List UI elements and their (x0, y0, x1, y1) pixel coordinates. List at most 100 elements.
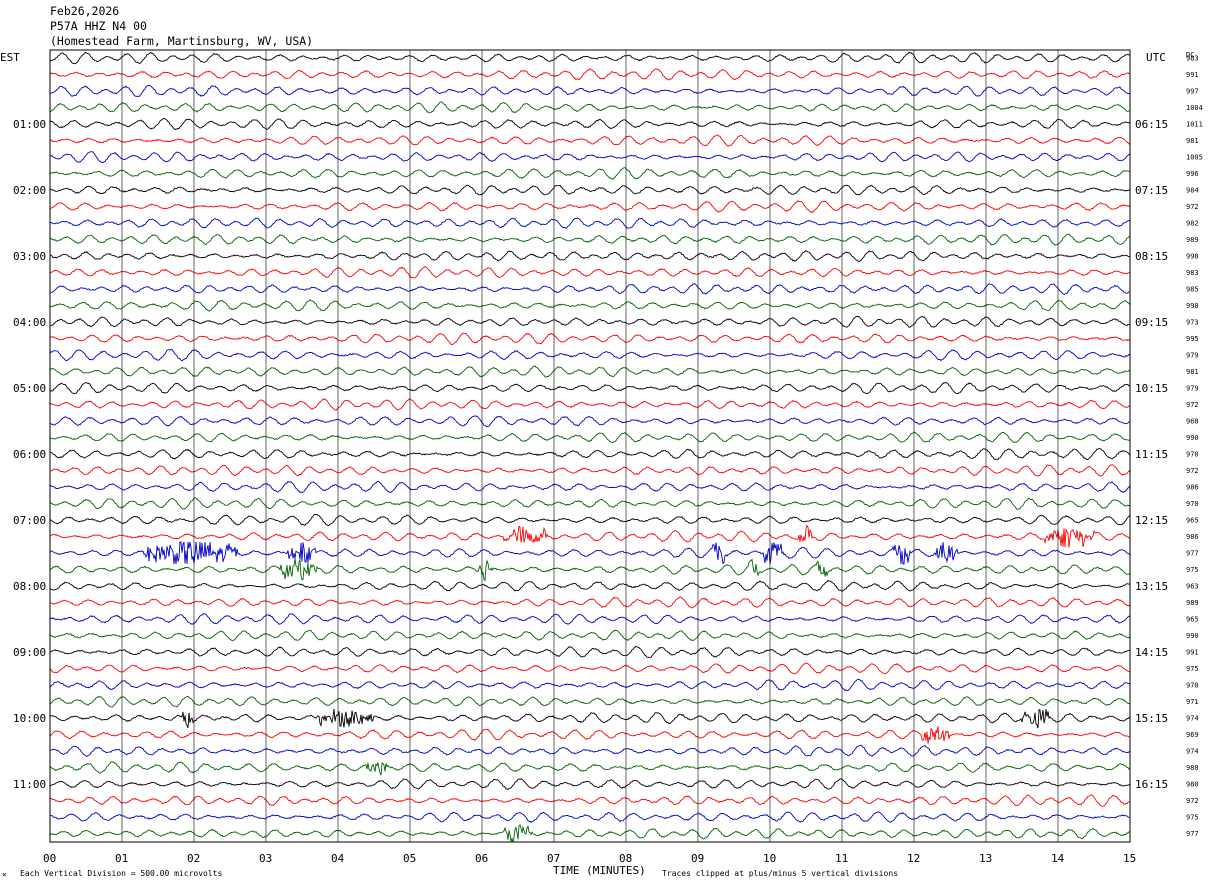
clip-note: Traces clipped at plus/minus 5 vertical … (662, 869, 898, 878)
x-tick-label: 11 (835, 852, 848, 865)
dc-offset-label: 982 (1186, 220, 1199, 228)
seismic-trace (49, 84, 1131, 98)
est-hour-label: 08:00 (13, 580, 46, 593)
dc-offset-label: 979 (1186, 385, 1199, 393)
seismic-trace (49, 629, 1131, 642)
x-tick-label: 00 (43, 852, 56, 865)
dc-offset-label: 996 (1186, 170, 1199, 178)
station-location: (Homestead Farm, Martinsburg, WV, USA) (50, 34, 314, 48)
dc-offset-label: 974 (1186, 748, 1199, 756)
seismic-trace (49, 68, 1131, 81)
seismic-trace (49, 645, 1131, 658)
utc-hour-label: 10:15 (1135, 382, 1168, 395)
est-hour-label: 10:00 (13, 712, 46, 725)
seismic-trace (49, 811, 1131, 824)
seismic-trace (49, 398, 1131, 411)
dc-offset-label: 975 (1186, 566, 1199, 574)
dc-offset-label: 983 (1186, 55, 1199, 63)
dc-offset-label: 975 (1186, 814, 1199, 822)
seismic-trace (49, 514, 1131, 526)
x-tick-label: 04 (331, 852, 345, 865)
utc-hour-label: 09:15 (1135, 316, 1168, 329)
seismic-trace (49, 558, 1131, 582)
x-tick-label: 14 (1051, 852, 1065, 865)
seismic-trace (49, 678, 1131, 691)
est-hour-label: 04:00 (13, 316, 46, 329)
dc-offset-label: 973 (1186, 319, 1199, 327)
seismic-trace (49, 464, 1131, 477)
plot-date: Feb26,2026 (50, 4, 120, 18)
seismic-trace (49, 744, 1131, 757)
seismic-trace (49, 447, 1131, 461)
seismic-trace (49, 167, 1131, 180)
seismic-trace (49, 250, 1131, 263)
est-hour-label: 01:00 (13, 118, 46, 131)
utc-hour-label: 06:15 (1135, 118, 1168, 131)
dc-offset-label: 970 (1186, 451, 1199, 459)
seismic-trace (49, 265, 1130, 279)
seismic-trace (49, 365, 1131, 378)
seismic-trace (49, 332, 1131, 346)
dc-offset-label: 995 (1186, 335, 1199, 343)
est-axis-label: EST (0, 51, 20, 64)
dc-offset-label: 977 (1186, 550, 1199, 558)
seismic-traces (49, 51, 1131, 843)
station-code: P57A HHZ N4 00 (50, 19, 147, 33)
utc-hour-labels: 06:15 07:15 08:15 09:15 10:15 11:15 12:15 13:15… (1135, 118, 1168, 791)
dc-offset-label: 980 (1186, 764, 1199, 772)
dc-offset-label: 968 (1186, 418, 1199, 426)
dc-offset-label: 969 (1186, 731, 1199, 739)
dc-offset-label: 990 (1186, 302, 1199, 310)
dc-offset-label: 972 (1186, 401, 1199, 409)
x-tick-label: 05 (403, 852, 416, 865)
seismic-trace (49, 695, 1131, 708)
seismic-trace (49, 541, 1131, 565)
seismic-trace (49, 524, 1131, 548)
dc-offset-label: 977 (1186, 830, 1199, 838)
seismic-trace (49, 151, 1131, 164)
est-hour-label: 07:00 (13, 514, 46, 527)
seismic-trace (49, 117, 1131, 131)
x-tick-label: 01 (115, 852, 128, 865)
seismic-trace (49, 348, 1131, 362)
seismic-trace (49, 726, 1131, 744)
dc-offset-label: 986 (1186, 533, 1199, 541)
dc-offset-label: 986 (1186, 484, 1199, 492)
dc-offset-label: 972 (1186, 797, 1199, 805)
dc-label: DC (1186, 51, 1194, 59)
seismic-trace (49, 184, 1131, 196)
dc-offset-label: 971 (1186, 698, 1199, 706)
seismic-trace (49, 579, 1131, 592)
seismic-trace (50, 299, 1131, 312)
dc-offset-label: 965 (1186, 616, 1199, 624)
x-tick-label: 09 (691, 852, 704, 865)
x-tick-label: 03 (259, 852, 272, 865)
dc-offset-label: 972 (1186, 467, 1199, 475)
plot-frame (49, 49, 1131, 843)
dc-offset-label: 998 (1186, 253, 1199, 261)
x-tick-label: 08 (619, 852, 632, 865)
seismic-trace (49, 431, 1131, 444)
utc-hour-label: 11:15 (1135, 448, 1168, 461)
est-hour-label: 02:00 (13, 184, 46, 197)
utc-hour-label: 08:15 (1135, 250, 1168, 263)
est-hour-label: 05:00 (13, 382, 46, 395)
dc-offset-label: 991 (1186, 71, 1199, 79)
dc-offset-label: 984 (1186, 187, 1199, 195)
dc-offset-label: 970 (1186, 500, 1199, 508)
dc-offset-label: 985 (1186, 286, 1199, 294)
grid-lines (121, 50, 1059, 842)
dc-offset-label: 981 (1186, 137, 1199, 145)
est-hour-labels: 01:00 02:00 03:00 04:00 05:00 06:00 07:00 08:00… (13, 118, 46, 791)
dc-offset-label: 991 (1186, 649, 1199, 657)
dc-offset-label: 979 (1186, 352, 1199, 360)
seismic-trace (49, 824, 1131, 843)
seismic-trace (49, 315, 1131, 328)
dc-offset-label: 989 (1186, 236, 1199, 244)
scale-note: Each Vertical Division = 500.00 microvol… (20, 869, 222, 878)
corner-mark: ✕ (2, 870, 7, 879)
seismic-trace (49, 283, 1131, 295)
seismic-trace (49, 233, 1131, 246)
seismic-trace (49, 101, 1131, 114)
